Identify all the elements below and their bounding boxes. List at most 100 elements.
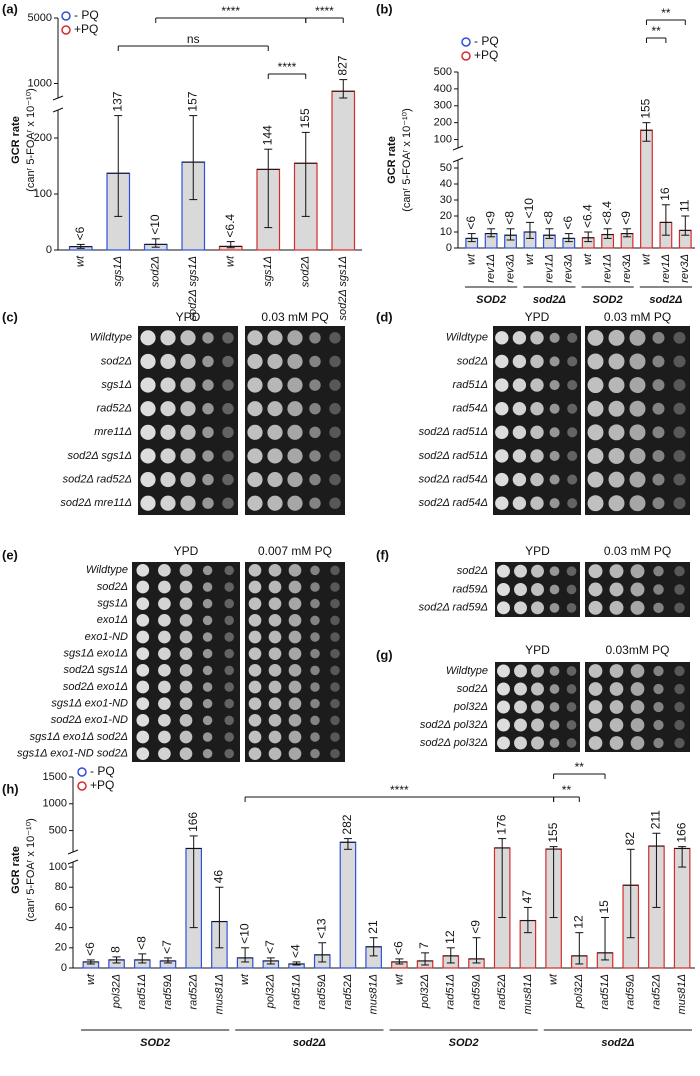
colony-spot [495, 354, 509, 369]
colony-spot [629, 353, 646, 370]
colony-spot [329, 497, 341, 509]
strain-label: sgs1Δ exo1Δ sod2Δ [30, 731, 128, 743]
x-tick-label: sod2Δ [300, 256, 312, 287]
colony-spot [588, 700, 603, 714]
y-tick-label: 1000 [28, 77, 52, 89]
colony-spot [222, 450, 234, 462]
x-tick-label: rad51Δ [290, 974, 302, 1010]
colony-spot [330, 682, 340, 692]
colony-spot [287, 353, 303, 370]
value-label: <6.4 [580, 204, 594, 228]
value-label: <10 [237, 923, 251, 944]
strain-label: sod2Δ rad59Δ [419, 602, 488, 614]
panel-label: (c) [2, 309, 18, 324]
colony-spot [587, 353, 604, 370]
colony-spot [158, 714, 171, 727]
colony-spot [329, 450, 341, 462]
x-tick-label: sgs1Δ [112, 256, 124, 287]
condition-label: 0.03 mM PQ [604, 544, 671, 558]
colony-spot [495, 378, 509, 392]
value-label: <6.4 [223, 214, 237, 238]
group-label: sod2Δ [649, 294, 682, 306]
condition-label: YPD [174, 544, 199, 558]
colony-spot [287, 424, 303, 440]
colony-spot [531, 601, 544, 615]
colony-spot [531, 700, 544, 714]
condition-label: 0.03 mM PQ [604, 310, 671, 324]
colony-spot [330, 648, 340, 659]
colony-spot [530, 449, 544, 463]
strain-label: sod2Δ [101, 355, 132, 367]
x-tick-label: rad52Δ [188, 974, 200, 1010]
colony-spot [587, 400, 604, 417]
colony-spot [136, 597, 150, 611]
colony-spot [653, 565, 664, 577]
axis-break [67, 849, 79, 855]
legend-label: - PQ [474, 34, 499, 48]
colony-spot [512, 472, 527, 487]
value-label: <6 [83, 942, 97, 956]
colony-spot [224, 698, 234, 709]
x-tick-label: sgs1Δ [262, 256, 274, 287]
colony-spot [247, 401, 263, 417]
colony-spot [608, 377, 625, 394]
x-tick-label: rad52Δ [342, 974, 354, 1010]
colony-spot [202, 355, 214, 368]
colony-spot [567, 474, 578, 485]
colony-spot [267, 330, 283, 346]
condition-label: YPD [176, 310, 201, 324]
x-tick-label: wt [466, 253, 478, 265]
colony-spot [179, 680, 193, 694]
value-label: 155 [298, 108, 312, 128]
group-label: SOD2 [593, 294, 623, 306]
colony-spot [222, 497, 234, 509]
colony-spot [566, 738, 577, 748]
strain-label: mre11Δ [94, 426, 132, 438]
colony-spot [202, 379, 214, 391]
strain-label: sod2Δ pol32Δ [420, 719, 488, 731]
colony-spot [329, 426, 341, 439]
colony-spot [140, 377, 156, 393]
y-tick-label: 60 [55, 901, 67, 913]
colony-spot [268, 597, 282, 611]
colony-spot [549, 332, 560, 343]
colony-spot [674, 683, 685, 695]
colony-spot [288, 730, 302, 744]
colony-spot [248, 580, 262, 594]
colony-spot [248, 730, 262, 744]
colony-spot [268, 747, 282, 761]
colony-spot [330, 715, 340, 726]
colony-spot [158, 730, 171, 744]
colony-spot [549, 474, 560, 485]
colony-spot [136, 697, 150, 711]
strain-label: sod2Δ [457, 355, 488, 367]
colony-spot [512, 354, 527, 369]
x-tick-label: wt [225, 255, 237, 267]
colony-spot [248, 747, 262, 761]
x-tick-label: rev1Δ [485, 254, 497, 283]
colony-spot [180, 401, 196, 417]
colony-spot [629, 329, 646, 346]
panel-label: (e) [2, 547, 18, 562]
colony-spot [160, 330, 176, 346]
colony-spot [267, 401, 283, 417]
colony-spot [567, 356, 578, 367]
bar [640, 129, 653, 249]
colony-spot [514, 601, 527, 615]
colony-spot [224, 665, 234, 676]
y-tick-label: 1000 [43, 798, 67, 810]
colony-spot [267, 353, 283, 370]
colony-spot [247, 377, 263, 393]
colony-spot [497, 664, 510, 678]
colony-spot [179, 580, 193, 594]
colony-spot [330, 632, 340, 642]
y-tick-label: 40 [55, 922, 67, 934]
strain-label: sod2Δ [457, 683, 488, 695]
colony-spot [495, 472, 509, 487]
legend-marker [77, 781, 87, 791]
colony-spot [530, 331, 544, 345]
colony-spot [179, 664, 193, 677]
colony-spot [567, 380, 578, 391]
colony-spot [268, 730, 282, 744]
y-tick-label: 5000 [28, 12, 52, 24]
